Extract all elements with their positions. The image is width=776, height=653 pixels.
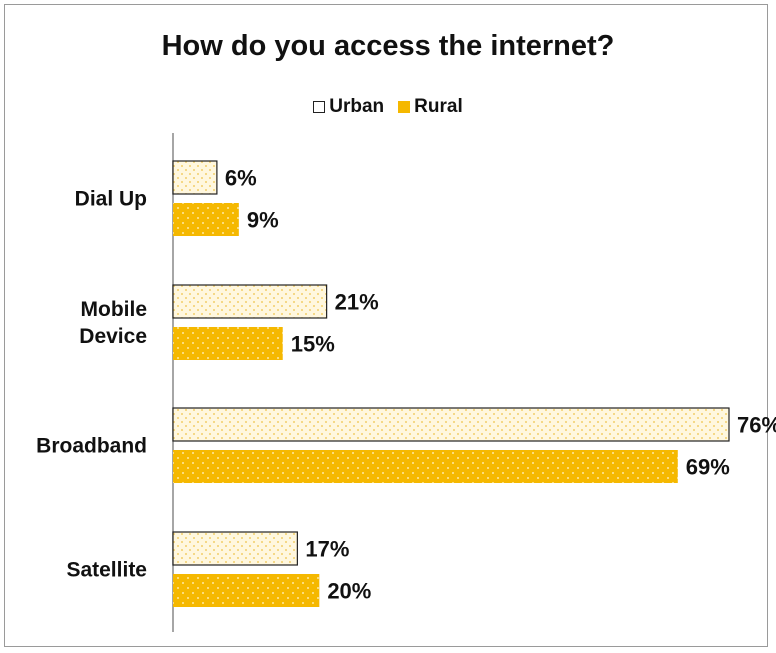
chart-legend: Urban Rural xyxy=(0,96,776,118)
bar-rural-0 xyxy=(173,203,239,236)
bar-urban-2 xyxy=(172,407,730,442)
legend-item-rural: Rural xyxy=(398,96,463,118)
bar-urban-0 xyxy=(172,160,218,195)
bar-rural-2 xyxy=(173,450,678,483)
chart-title: How do you access the internet? xyxy=(161,30,615,62)
category-label-1-0: Mobile xyxy=(81,298,148,321)
legend-item-urban: Urban xyxy=(313,96,384,118)
category-label-0-0: Dial Up xyxy=(75,188,147,211)
bar-urban-1 xyxy=(172,284,328,319)
category-label-1-1: Device xyxy=(79,325,147,348)
legend-label-rural: Rural xyxy=(414,96,463,117)
legend-label-urban: Urban xyxy=(329,96,385,117)
data-label-urban-0: 6% xyxy=(225,166,257,191)
data-label-urban-1: 21% xyxy=(335,290,379,315)
legend-swatch-rural xyxy=(398,101,411,113)
bar-rural-3 xyxy=(173,574,320,607)
data-label-urban-3: 17% xyxy=(305,537,349,562)
data-label-rural-2: 69% xyxy=(686,455,730,480)
category-label-3-0: Satellite xyxy=(66,559,147,582)
chart-frame xyxy=(4,4,768,647)
data-label-rural-1: 15% xyxy=(291,332,335,357)
bar-urban-3 xyxy=(172,531,298,566)
data-label-rural-0: 9% xyxy=(247,208,279,233)
category-label-2-0: Broadband xyxy=(36,435,147,458)
data-label-rural-3: 20% xyxy=(327,579,371,604)
legend-swatch-urban xyxy=(313,101,326,113)
data-label-urban-2: 76% xyxy=(737,413,776,438)
bar-rural-1 xyxy=(173,327,283,360)
